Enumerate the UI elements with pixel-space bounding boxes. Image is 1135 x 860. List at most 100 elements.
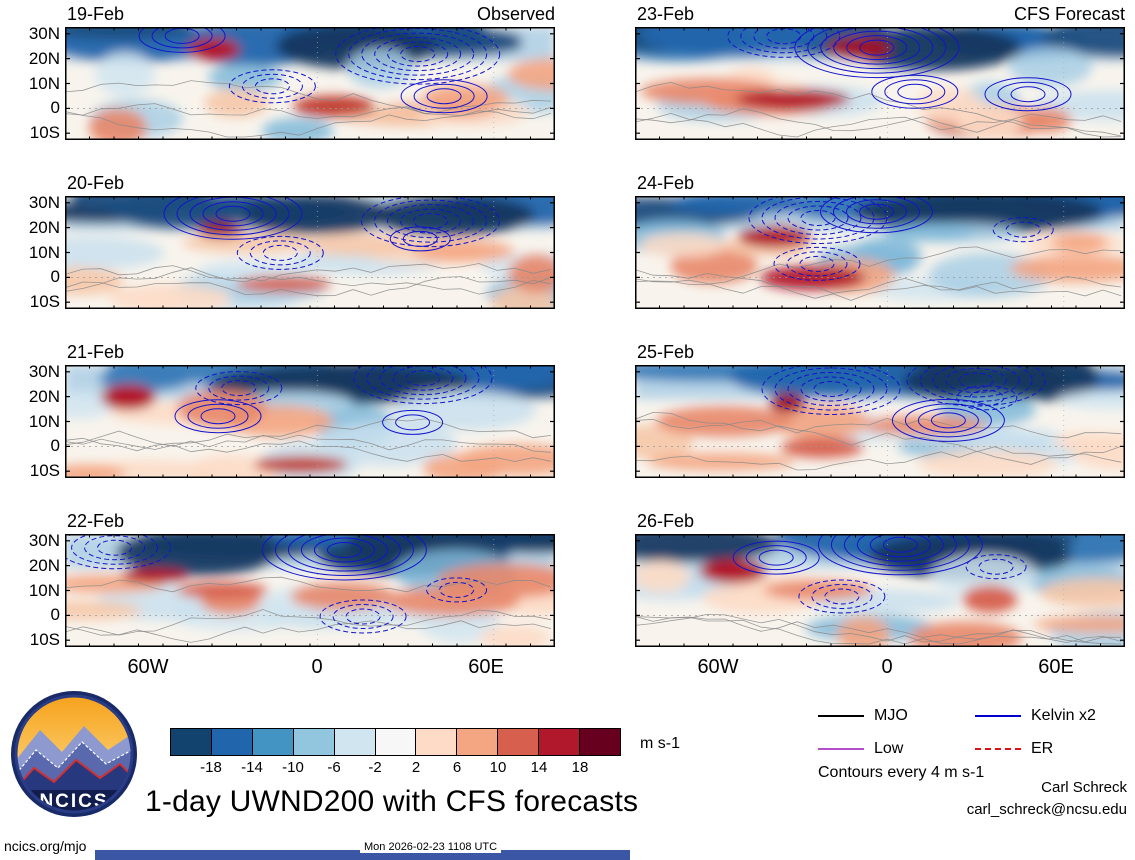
- wave-contours: [163, 196, 500, 270]
- map-panel: [635, 196, 1125, 309]
- lat-tick-label: 30N: [28, 362, 60, 381]
- legend-line-swatch: [975, 748, 1021, 750]
- lat-tick-label: 20N: [28, 387, 60, 406]
- logo-text: NCICS: [39, 791, 108, 812]
- legend-line-swatch: [818, 748, 864, 750]
- lon-tick-label: 60W: [127, 656, 169, 678]
- wave-contours: [761, 365, 1046, 442]
- legend-item: Low: [818, 740, 975, 758]
- colorbar-tick-label: -14: [241, 759, 263, 776]
- colorbar-segment: [171, 729, 212, 755]
- ncics-logo: NCICS: [11, 691, 137, 817]
- map-panel: [65, 27, 555, 140]
- colorbar-tick-label: 14: [530, 759, 548, 776]
- column-header: CFS Forecast: [1013, 4, 1125, 24]
- legend-item: Kelvin x2: [975, 707, 1135, 725]
- lat-tick-label: 10S: [29, 461, 60, 480]
- lon-tick-label: 60W: [697, 656, 739, 678]
- map-clip: [635, 196, 1125, 309]
- map-clip: [65, 196, 555, 309]
- credit-name: Carl Schreck: [1041, 779, 1127, 796]
- panel-date-label: 23-Feb: [637, 4, 695, 24]
- panel-date-label: 19-Feb: [67, 4, 125, 24]
- coastlines: [65, 576, 552, 643]
- panel-date-label: 20-Feb: [67, 173, 125, 193]
- lon-tick-label: 0: [881, 656, 893, 678]
- map-clip: [65, 365, 555, 478]
- anomaly-shading: [635, 534, 1125, 647]
- lon-tick-label: 0: [311, 656, 323, 678]
- figure-title: 1-day UWND200 with CFS forecasts: [145, 785, 639, 818]
- wave-contours: [65, 534, 488, 634]
- column-header: Observed: [476, 4, 555, 24]
- map-art: [635, 27, 1125, 140]
- lat-tick-label: 10S: [29, 123, 60, 142]
- colorbar-segment: [416, 729, 458, 755]
- lat-tick-label: 10N: [28, 243, 60, 262]
- lat-tick-label: 0: [50, 605, 60, 624]
- legend-label: MJO: [874, 707, 908, 724]
- panel-date-label: 24-Feb: [637, 173, 695, 193]
- lat-tick-label: 10N: [28, 412, 60, 431]
- bottom-bar: [95, 850, 630, 860]
- panel-date-label: 26-Feb: [637, 511, 695, 531]
- contour-note: Contours every 4 m s-1: [818, 764, 985, 781]
- map-clip: [65, 27, 555, 140]
- lat-tick-label: 10S: [29, 292, 60, 311]
- lat-tick-label: 20N: [28, 556, 60, 575]
- map-panel: [635, 27, 1125, 140]
- legend: MJO Kelvin x2 Low ER: [818, 707, 1135, 758]
- coastlines: [635, 613, 1122, 645]
- legend-line-swatch: [818, 715, 864, 717]
- colorbar-tick-label: -2: [368, 759, 382, 776]
- footer-timestamp: Mon 2026-02-23 1108 UTC: [360, 841, 502, 853]
- colorbar-tick-label: -6: [327, 759, 341, 776]
- colorbar: -18 -14 -10 -6 -2 2 6 10 14 18: [170, 728, 621, 776]
- map-art: [635, 365, 1125, 478]
- wave-contours: [174, 365, 493, 435]
- anomaly-shading: [635, 27, 1125, 140]
- colorbar-segment: [375, 729, 417, 755]
- lat-tick-label: 10S: [29, 630, 60, 649]
- colorbar-ticks: -18 -14 -10 -6 -2 2 6 10 14 18: [170, 756, 621, 776]
- logo-artwork: NCICS: [16, 696, 132, 812]
- colorbar-tick-label: 2: [411, 759, 421, 776]
- wave-contours: [732, 534, 1027, 614]
- lat-tick-label: 30N: [28, 531, 60, 550]
- lat-tick-label: 0: [50, 267, 60, 286]
- lat-tick-label: 30N: [28, 193, 60, 212]
- map-clip: [635, 534, 1125, 647]
- colorbar-segment: [580, 729, 620, 755]
- wave-contours: [748, 196, 1054, 281]
- colorbar-segment: [211, 729, 253, 755]
- coastlines: [635, 411, 1122, 471]
- lat-tick-label: 0: [50, 98, 60, 117]
- map-panel: [65, 196, 555, 309]
- credit-email: carl_schreck@ncsu.edu: [966, 801, 1127, 818]
- map-panel: [635, 365, 1125, 478]
- panel-date-label: 21-Feb: [67, 342, 125, 362]
- lat-tick-label: 10N: [28, 74, 60, 93]
- map-art: [635, 196, 1125, 309]
- anomaly-shading: [65, 27, 555, 140]
- map-art: [65, 365, 555, 478]
- lat-tick-label: 10N: [28, 581, 60, 600]
- colorbar-tick-label: 6: [452, 759, 462, 776]
- coastlines: [635, 81, 1122, 138]
- lat-tick-label: 30N: [28, 24, 60, 43]
- legend-item: MJO: [818, 707, 975, 725]
- map-clip: [65, 534, 555, 647]
- colorbar-segment: [334, 729, 376, 755]
- legend-label: ER: [1031, 740, 1054, 757]
- map-art: [65, 196, 555, 309]
- anomaly-shading: [65, 534, 555, 647]
- legend-label: Low: [874, 740, 904, 757]
- colorbar-tick-label: 10: [489, 759, 507, 776]
- map-art: [635, 534, 1125, 647]
- wave-contours: [727, 27, 1072, 112]
- colorbar-segments: [170, 728, 621, 756]
- colorbar-tick-label: -18: [200, 759, 222, 776]
- colorbar-segment: [498, 729, 540, 755]
- coastlines: [65, 263, 552, 297]
